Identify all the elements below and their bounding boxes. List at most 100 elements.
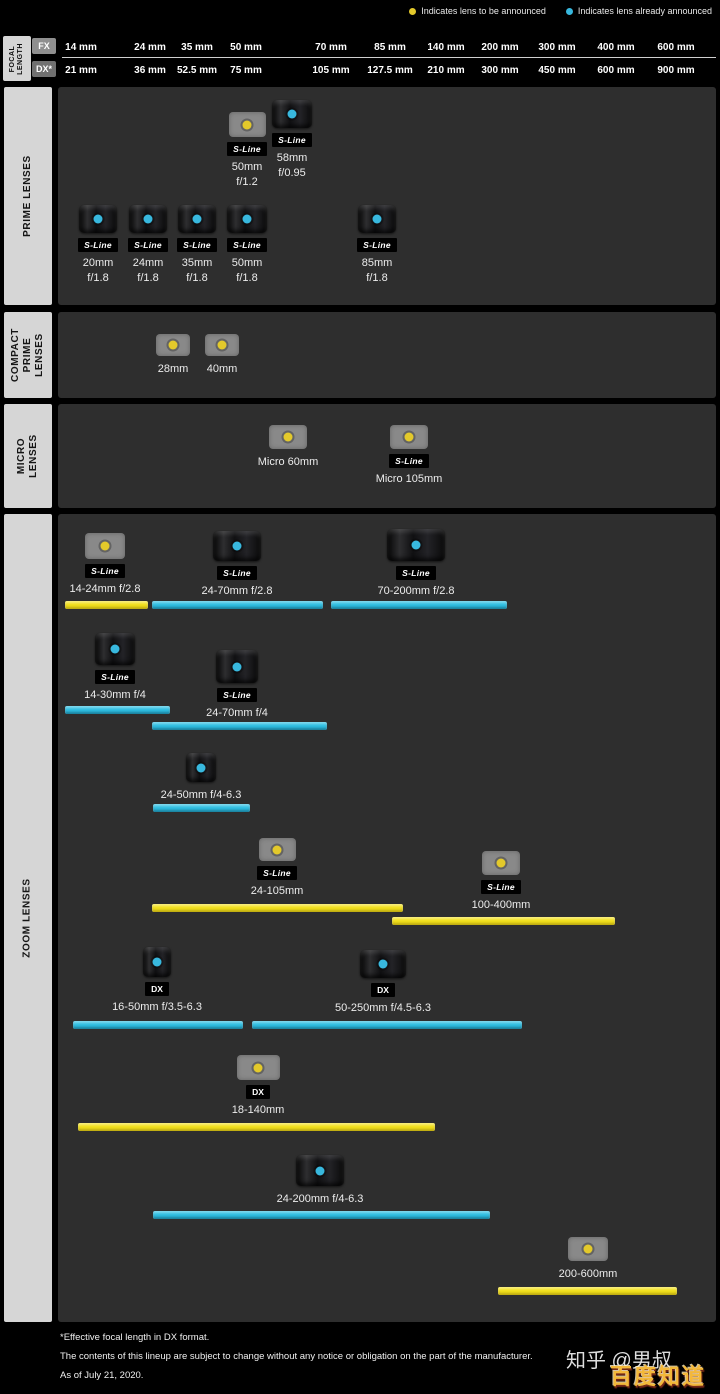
status-dot	[196, 763, 206, 772]
s-line-badge: S-Line	[85, 564, 125, 578]
badge-row: DX	[92, 977, 222, 996]
section-label-micro: MICRO LENSES	[4, 404, 52, 508]
lens-name: 14-24mm f/2.8	[40, 582, 170, 597]
lens-photo-icon	[95, 633, 135, 665]
lens-item-micro-105mm: S-Line Micro 105mm	[344, 425, 474, 487]
section-label-text: ZOOM LENSES	[22, 878, 34, 958]
lens-name-line: f/0.95	[278, 167, 306, 179]
status-dot	[283, 432, 293, 442]
badge-row: S-Line	[50, 665, 180, 684]
lens-name-line: 58mm	[276, 152, 308, 164]
lens-name: 24-50mm f/4-6.3	[136, 788, 266, 803]
status-dot	[496, 858, 506, 868]
status-dot	[232, 541, 242, 551]
dx-badge: DX	[145, 982, 169, 996]
lens-name: 85mm f/1.8	[312, 256, 442, 286]
status-dot	[93, 214, 103, 224]
lens-placeholder-icon	[269, 425, 307, 449]
lens-name-line: 70-200mm f/2.8	[377, 585, 455, 597]
dx-tick: 36 mm	[134, 65, 166, 76]
lens-item-micro-60mm: Micro 60mm	[223, 425, 353, 470]
lens-placeholder-icon	[568, 1237, 608, 1261]
lens-item-35mm-f1.8: S-Line 35mm f/1.8	[132, 205, 262, 286]
lens-name-line: f/1.2	[236, 176, 258, 188]
lens-photo-icon	[216, 650, 258, 683]
lens-photo-icon	[129, 205, 167, 233]
dx-tick: 52.5 mm	[176, 65, 218, 76]
announced-dot-icon	[565, 7, 573, 15]
s-line-badge: S-Line	[95, 670, 135, 684]
lens-name-line: f/1.8	[186, 272, 208, 284]
fx-tick: 50 mm	[230, 42, 262, 53]
section-panel-prime	[58, 87, 716, 305]
lens-name-line: f/1.8	[87, 272, 109, 284]
fx-tick: 85 mm	[374, 42, 406, 53]
lens-name: 14-30mm f/4	[50, 688, 180, 703]
s-line-badge: S-Line	[227, 142, 267, 156]
focal-range-bar	[331, 601, 507, 609]
lens-name-line: 35mm	[181, 257, 213, 269]
lens-name: 24mm f/1.8	[83, 256, 213, 286]
dx-tick: 450 mm	[538, 65, 576, 76]
dx-format-badge: DX*	[32, 61, 56, 77]
focal-range-bar	[392, 917, 615, 925]
badge-row: S-Line	[172, 561, 302, 580]
lens-item-85mm-f1.8: S-Line 85mm f/1.8	[312, 205, 442, 286]
fx-tick: 300 mm	[538, 42, 576, 53]
lens-item-24-70mm-f2.8: S-Line 24-70mm f/2.8	[172, 531, 302, 599]
lens-item-24-70mm-f4: S-Line 24-70mm f/4	[172, 650, 302, 721]
s-line-badge: S-Line	[396, 566, 436, 580]
fx-tick: 14 mm	[65, 42, 97, 53]
fx-tick: 600 mm	[657, 42, 695, 53]
footnote-dx: *Effective focal length in DX format.	[60, 1332, 210, 1343]
lens-photo-icon	[186, 753, 216, 782]
lens-name-line: 40mm	[206, 363, 238, 375]
focal-range-bar	[65, 601, 148, 609]
section-label-compact: COMPACT PRIME LENSES	[4, 312, 52, 398]
lens-name: 50mm f/1.2	[182, 160, 312, 190]
lens-name-line: 24-70mm f/4	[206, 707, 268, 719]
s-line-badge: S-Line	[257, 866, 297, 880]
focal-range-bar	[78, 1123, 435, 1131]
focal-range-bar	[498, 1287, 677, 1295]
section-label-zoom: ZOOM LENSES	[4, 514, 52, 1322]
lens-item-20mm-f1.8: S-Line 20mm f/1.8	[33, 205, 163, 286]
lens-name: 100-400mm	[436, 898, 566, 913]
badge-row: S-Line	[182, 137, 312, 156]
lens-photo-icon	[143, 947, 171, 977]
status-dot	[110, 644, 120, 654]
badge-row: S-Line	[182, 233, 312, 252]
s-line-badge: S-Line	[128, 238, 168, 252]
s-line-badge: S-Line	[272, 133, 312, 147]
status-dot	[100, 541, 110, 551]
dx-badge: DX	[371, 983, 395, 997]
lens-item-200-600mm: 200-600mm	[523, 1237, 653, 1282]
lens-name-line: 100-400mm	[471, 899, 531, 911]
badge-row: S-Line	[312, 233, 442, 252]
lens-name: 20mm f/1.8	[33, 256, 163, 286]
dx-tick: 75 mm	[230, 65, 262, 76]
dx-tick: 900 mm	[657, 65, 695, 76]
lens-name-line: 24-70mm f/2.8	[201, 585, 273, 597]
lens-placeholder-icon	[85, 533, 125, 559]
lens-name: 200-600mm	[523, 1267, 653, 1282]
lens-photo-icon	[178, 205, 216, 233]
lens-name-line: f/1.8	[137, 272, 159, 284]
lens-item-100-400mm: S-Line 100-400mm	[436, 851, 566, 913]
lens-name-line: 20mm	[82, 257, 114, 269]
footnote-disclaimer: The contents of this lineup are subject …	[60, 1351, 533, 1362]
s-line-badge: S-Line	[217, 566, 257, 580]
lens-item-40mm: 40mm	[157, 334, 287, 377]
s-line-badge: S-Line	[389, 454, 429, 468]
lens-name-line: 50-250mm f/4.5-6.3	[335, 1002, 431, 1014]
badge-row: S-Line	[436, 875, 566, 894]
lens-name-line: 50mm	[231, 257, 263, 269]
dx-tick: 127.5 mm	[367, 65, 413, 76]
fx-tick: 200 mm	[481, 42, 519, 53]
lens-item-50-250mm-f4.5-6.3: DX 50-250mm f/4.5-6.3	[318, 950, 448, 1016]
legend-upcoming-label: Indicates lens to be announced	[421, 6, 546, 16]
lens-photo-icon	[358, 205, 396, 233]
lens-item-16-50mm-f3.5-6.3: DX 16-50mm f/3.5-6.3	[92, 947, 222, 1015]
lens-photo-icon	[387, 529, 445, 561]
